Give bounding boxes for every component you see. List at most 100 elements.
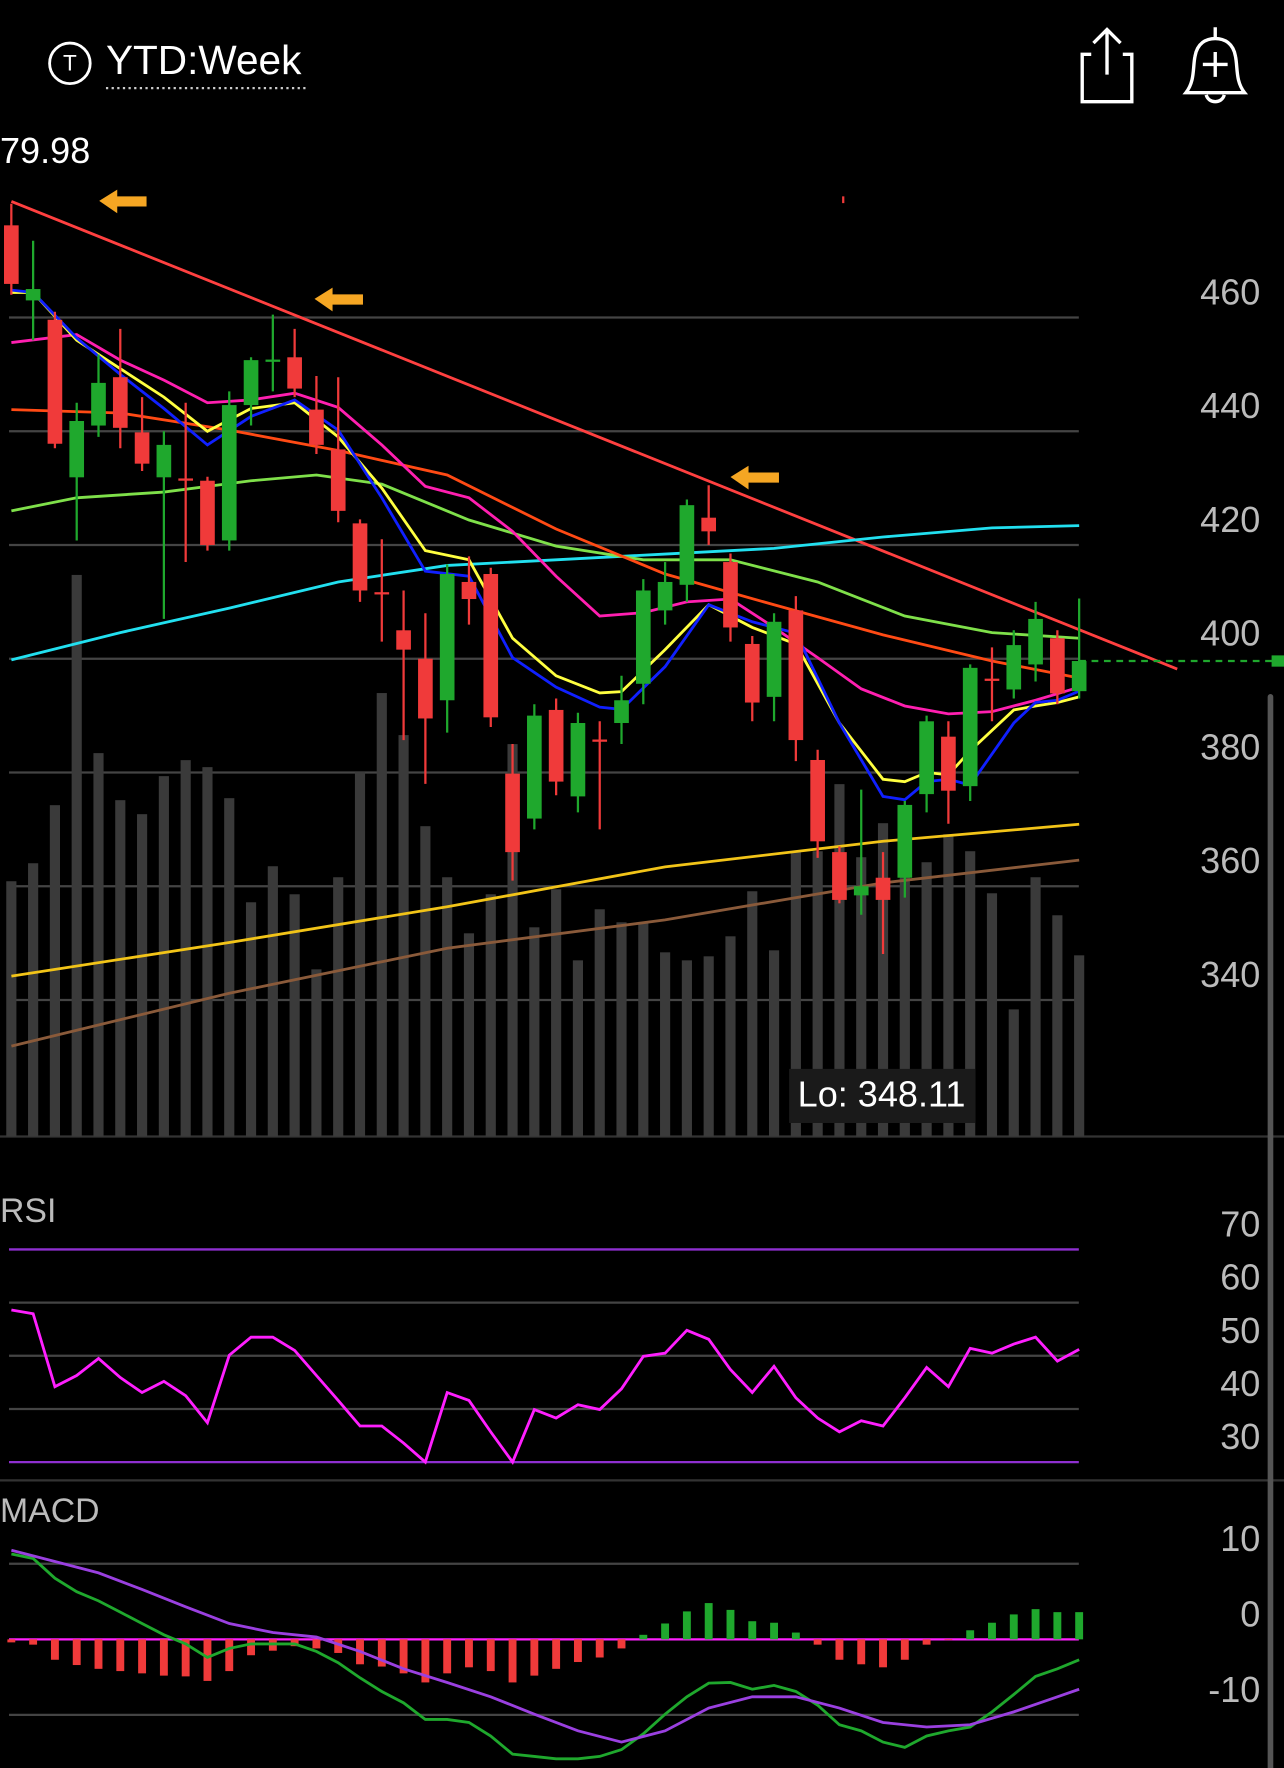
histogram-bar	[7, 1639, 16, 1643]
volume-bar	[877, 823, 889, 1137]
y-tick-label: 380	[1200, 726, 1260, 767]
histogram-bar	[50, 1639, 59, 1660]
candle-body	[657, 581, 673, 611]
line-series	[10, 200, 1178, 671]
candle-body	[1050, 638, 1065, 694]
volume-bar	[616, 922, 627, 1137]
volume-bar	[638, 922, 649, 1137]
share-button[interactable]	[1080, 27, 1134, 104]
candle-body	[984, 678, 1000, 681]
share-box	[1080, 52, 1134, 104]
volume-bar	[1052, 915, 1063, 1137]
volume-bar	[856, 857, 867, 1137]
histogram-bar	[486, 1639, 495, 1672]
y-tick-label: 60	[1220, 1257, 1260, 1298]
line-series	[11, 822, 1080, 978]
alert-button[interactable]	[1182, 27, 1249, 104]
volume-bar	[93, 753, 104, 1137]
volume-bar	[943, 834, 954, 1137]
candle-body	[483, 573, 499, 718]
bell	[1182, 36, 1249, 95]
timeframe-icon-letter: T	[63, 50, 77, 75]
volume-bar	[485, 894, 496, 1137]
volume-bar	[289, 894, 300, 1137]
volume-bar	[551, 889, 562, 1137]
candle-body	[505, 773, 520, 853]
histogram-bar	[1053, 1612, 1062, 1640]
candle-body	[635, 590, 651, 684]
histogram-bar	[595, 1639, 604, 1658]
line-series	[11, 858, 1080, 1048]
volume-bar	[725, 936, 736, 1137]
histogram-bar	[377, 1639, 386, 1667]
arrow-marker	[314, 287, 363, 312]
volume-bar	[137, 814, 148, 1137]
arrow-marker	[730, 465, 779, 490]
y-tick-label: 440	[1200, 385, 1260, 426]
volume-bar	[442, 877, 453, 1137]
histogram-bar	[72, 1639, 81, 1666]
volume-bar	[834, 784, 845, 1137]
candle-body	[1028, 618, 1043, 665]
histogram-bar	[530, 1639, 539, 1676]
histogram-bar	[94, 1639, 103, 1669]
histogram-bar	[857, 1639, 866, 1665]
histogram-bar	[225, 1639, 234, 1672]
candle-body	[330, 449, 346, 511]
y-tick-label: 340	[1200, 954, 1260, 995]
candle-body	[701, 517, 717, 532]
volume-bar	[420, 826, 431, 1137]
timeframe-title[interactable]: YTD:Week	[106, 37, 302, 83]
volume-bar	[224, 798, 235, 1137]
volume-bar	[768, 950, 780, 1137]
candle-body	[418, 658, 433, 719]
histogram-bar	[813, 1639, 822, 1645]
candle-body	[112, 377, 128, 428]
volume-bar	[71, 574, 82, 1137]
candle-body	[156, 444, 172, 478]
histogram-bar	[138, 1639, 147, 1674]
candle-body	[788, 610, 804, 741]
line-series	[11, 1552, 1080, 1761]
volume-bar	[49, 805, 60, 1137]
volume-bar	[921, 862, 932, 1137]
volume-bar	[572, 960, 584, 1137]
volume-bar	[115, 800, 126, 1137]
candle-body	[461, 581, 477, 600]
low-label-bg	[789, 1068, 976, 1123]
volume-bar	[1008, 1009, 1019, 1137]
candle-body	[679, 505, 695, 585]
candle-body	[962, 667, 978, 787]
timeframe-icon[interactable]	[48, 41, 92, 86]
y-tick-label: -10	[1208, 1669, 1260, 1710]
histogram-bar	[421, 1639, 430, 1683]
arrow-marker	[99, 189, 147, 214]
y-tick-label: 40	[1220, 1363, 1260, 1404]
candle-body	[527, 715, 542, 819]
volume-bar	[354, 772, 366, 1137]
volume-bar	[899, 821, 910, 1137]
volume-bar	[660, 952, 671, 1137]
histogram-bar	[748, 1621, 757, 1640]
histogram-bar	[1075, 1612, 1084, 1640]
volume-bar	[1030, 877, 1041, 1137]
candle-body	[439, 573, 455, 701]
candle-body	[200, 480, 215, 545]
histogram-bar	[465, 1639, 473, 1668]
histogram-bar	[988, 1622, 996, 1640]
histogram-bar	[770, 1622, 779, 1640]
y-tick-label: 50	[1220, 1310, 1260, 1351]
last-price-tag	[1271, 655, 1284, 667]
y-tick-label: 0	[1240, 1593, 1260, 1634]
candle-body	[91, 382, 106, 426]
histogram-bar	[704, 1603, 713, 1640]
histogram-bar	[900, 1639, 909, 1660]
candle-body	[265, 359, 281, 362]
histogram-bar	[1031, 1609, 1040, 1640]
volume-bar	[333, 877, 344, 1137]
histogram-bar	[203, 1639, 212, 1681]
candle-body	[810, 759, 825, 842]
volume-bar	[398, 735, 409, 1137]
